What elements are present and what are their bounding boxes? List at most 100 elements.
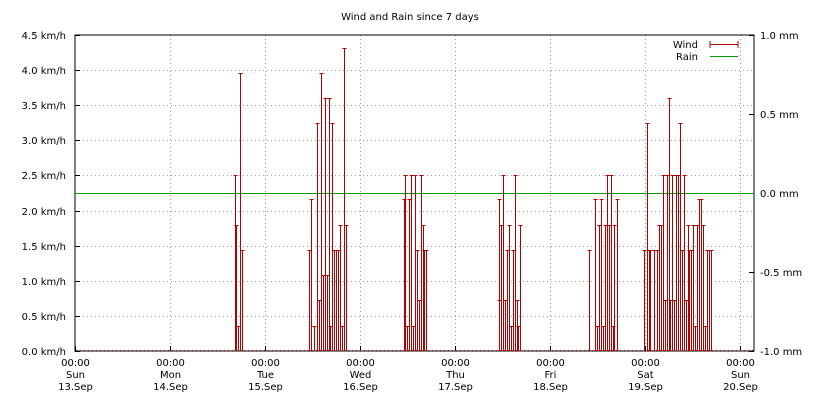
wind-impulse <box>317 300 322 351</box>
wind-impulse <box>645 123 650 351</box>
wind-impulse <box>321 275 326 351</box>
wind-impulse <box>705 250 710 351</box>
legend-label-wind: Wind <box>673 40 698 51</box>
wind-impulse <box>325 275 330 351</box>
wind-impulse <box>413 175 418 351</box>
wind-impulse <box>659 225 664 351</box>
legend-label-rain: Rain <box>676 52 698 63</box>
tick-label-x-day: Tue <box>256 370 274 381</box>
tick-label-x-time: 00:00 <box>346 358 375 369</box>
wind-impulse <box>342 48 347 351</box>
wind-impulse <box>511 250 516 351</box>
wind-impulse <box>691 225 696 351</box>
wind-series <box>76 48 753 351</box>
legend-swatch-wind <box>709 41 739 48</box>
tick-label-x-day: Wed <box>350 370 372 381</box>
wind-impulse <box>340 326 345 351</box>
wind-impulse <box>334 250 339 351</box>
wind-impulse <box>312 326 317 351</box>
wind-impulse <box>686 225 691 351</box>
wind-impulse <box>319 73 324 351</box>
wind-impulse <box>234 225 239 351</box>
wind-impulse <box>328 326 333 351</box>
wind-impulse <box>697 199 702 351</box>
wind-impulse <box>695 225 700 351</box>
tick-label-x-date: 15.Sep <box>248 382 283 393</box>
tick-label-x-time: 00:00 <box>156 358 185 369</box>
wind-impulse <box>593 199 598 351</box>
tick-label-x-time: 00:00 <box>441 358 470 369</box>
wind-impulse <box>411 326 416 351</box>
wind-impulse <box>513 175 518 351</box>
tick-label-x-day: Sat <box>637 370 653 381</box>
wind-impulse <box>652 250 657 351</box>
tick-label-y-left: 0.0 km/h <box>22 347 66 358</box>
wind-impulse <box>315 123 320 351</box>
tick-label-x-date: 17.Sep <box>438 382 473 393</box>
wind-impulse <box>503 300 508 351</box>
tick-label-x-date: 13.Sep <box>58 382 93 393</box>
wind-impulse <box>615 199 620 351</box>
wind-impulse <box>421 225 426 351</box>
wind-impulse <box>405 326 410 351</box>
wind-impulse <box>518 225 523 351</box>
tick-label-x-date: 16.Sep <box>343 382 378 393</box>
wind-impulse <box>309 199 314 351</box>
wind-impulse <box>409 175 414 351</box>
wind-impulse <box>703 326 708 351</box>
wind-impulse <box>238 73 243 351</box>
tick-label-x-date: 19.Sep <box>628 382 663 393</box>
wind-impulse <box>307 250 312 351</box>
wind-impulse <box>499 225 504 351</box>
wind-impulse <box>338 225 343 351</box>
wind-impulse <box>233 175 238 351</box>
tick-label-y-right: -0.5 mm <box>760 268 802 279</box>
wind-impulse <box>424 250 429 351</box>
wind-impulse <box>682 175 687 351</box>
tick-label-x-date: 18.Sep <box>533 382 568 393</box>
wind-impulse <box>597 225 602 351</box>
wind-impulse <box>661 175 666 351</box>
tick-label-x-time: 00:00 <box>726 358 755 369</box>
wind-impulse <box>680 250 685 351</box>
wind-impulse <box>709 250 714 351</box>
tick-label-y-left: 3.5 km/h <box>22 101 66 112</box>
wind-impulse <box>587 250 592 351</box>
tick-label-x-time: 00:00 <box>536 358 565 369</box>
y-right-axis: -1.0 mm -0.5 mm 0.0 mm 0.5 mm 1.0 mm <box>749 31 802 358</box>
wind-impulse <box>332 250 337 351</box>
chart-title: Wind and Rain since 7 days <box>341 12 479 23</box>
tick-label-y-left: 4.0 km/h <box>22 66 66 77</box>
tick-label-y-left: 4.5 km/h <box>22 31 66 42</box>
wind-impulse <box>607 225 612 351</box>
tick-label-x-day: Sun <box>66 370 85 381</box>
wind-impulse <box>501 175 506 351</box>
tick-label-x-time: 00:00 <box>61 358 90 369</box>
wind-impulse <box>684 300 689 351</box>
wind-impulse <box>612 225 617 351</box>
tick-label-x-day: Thu <box>445 370 465 381</box>
wind-impulse <box>419 175 424 351</box>
wind-impulse <box>670 175 675 351</box>
wind-impulse <box>515 300 520 351</box>
y-left-axis: 0.0 km/h 0.5 km/h 1.0 km/h 1.5 km/h 2.0 km/h… <box>22 31 80 358</box>
tick-label-y-left: 0.5 km/h <box>22 312 66 323</box>
tick-label-y-left: 1.0 km/h <box>22 277 66 288</box>
tick-label-x-day: Mon <box>160 370 181 381</box>
tick-label-y-left: 2.5 km/h <box>22 171 66 182</box>
wind-impulse <box>693 326 698 351</box>
wind-impulse <box>403 175 408 351</box>
tick-label-x-day: Fri <box>545 370 557 381</box>
tick-label-x-time: 00:00 <box>251 358 280 369</box>
wind-impulse <box>668 300 673 351</box>
wind-impulse <box>655 250 660 351</box>
wind-impulse <box>240 250 245 351</box>
wind-impulse <box>336 250 341 351</box>
wind-impulse <box>595 326 600 351</box>
wind-impulse <box>701 225 706 351</box>
tick-label-x-date: 20.Sep <box>723 382 758 393</box>
x-axis: 00:00Sun13.Sep00:00Mon14.Sep00:00Tue15.S… <box>58 346 758 393</box>
wind-impulse <box>417 300 422 351</box>
wind-impulse <box>605 175 610 351</box>
